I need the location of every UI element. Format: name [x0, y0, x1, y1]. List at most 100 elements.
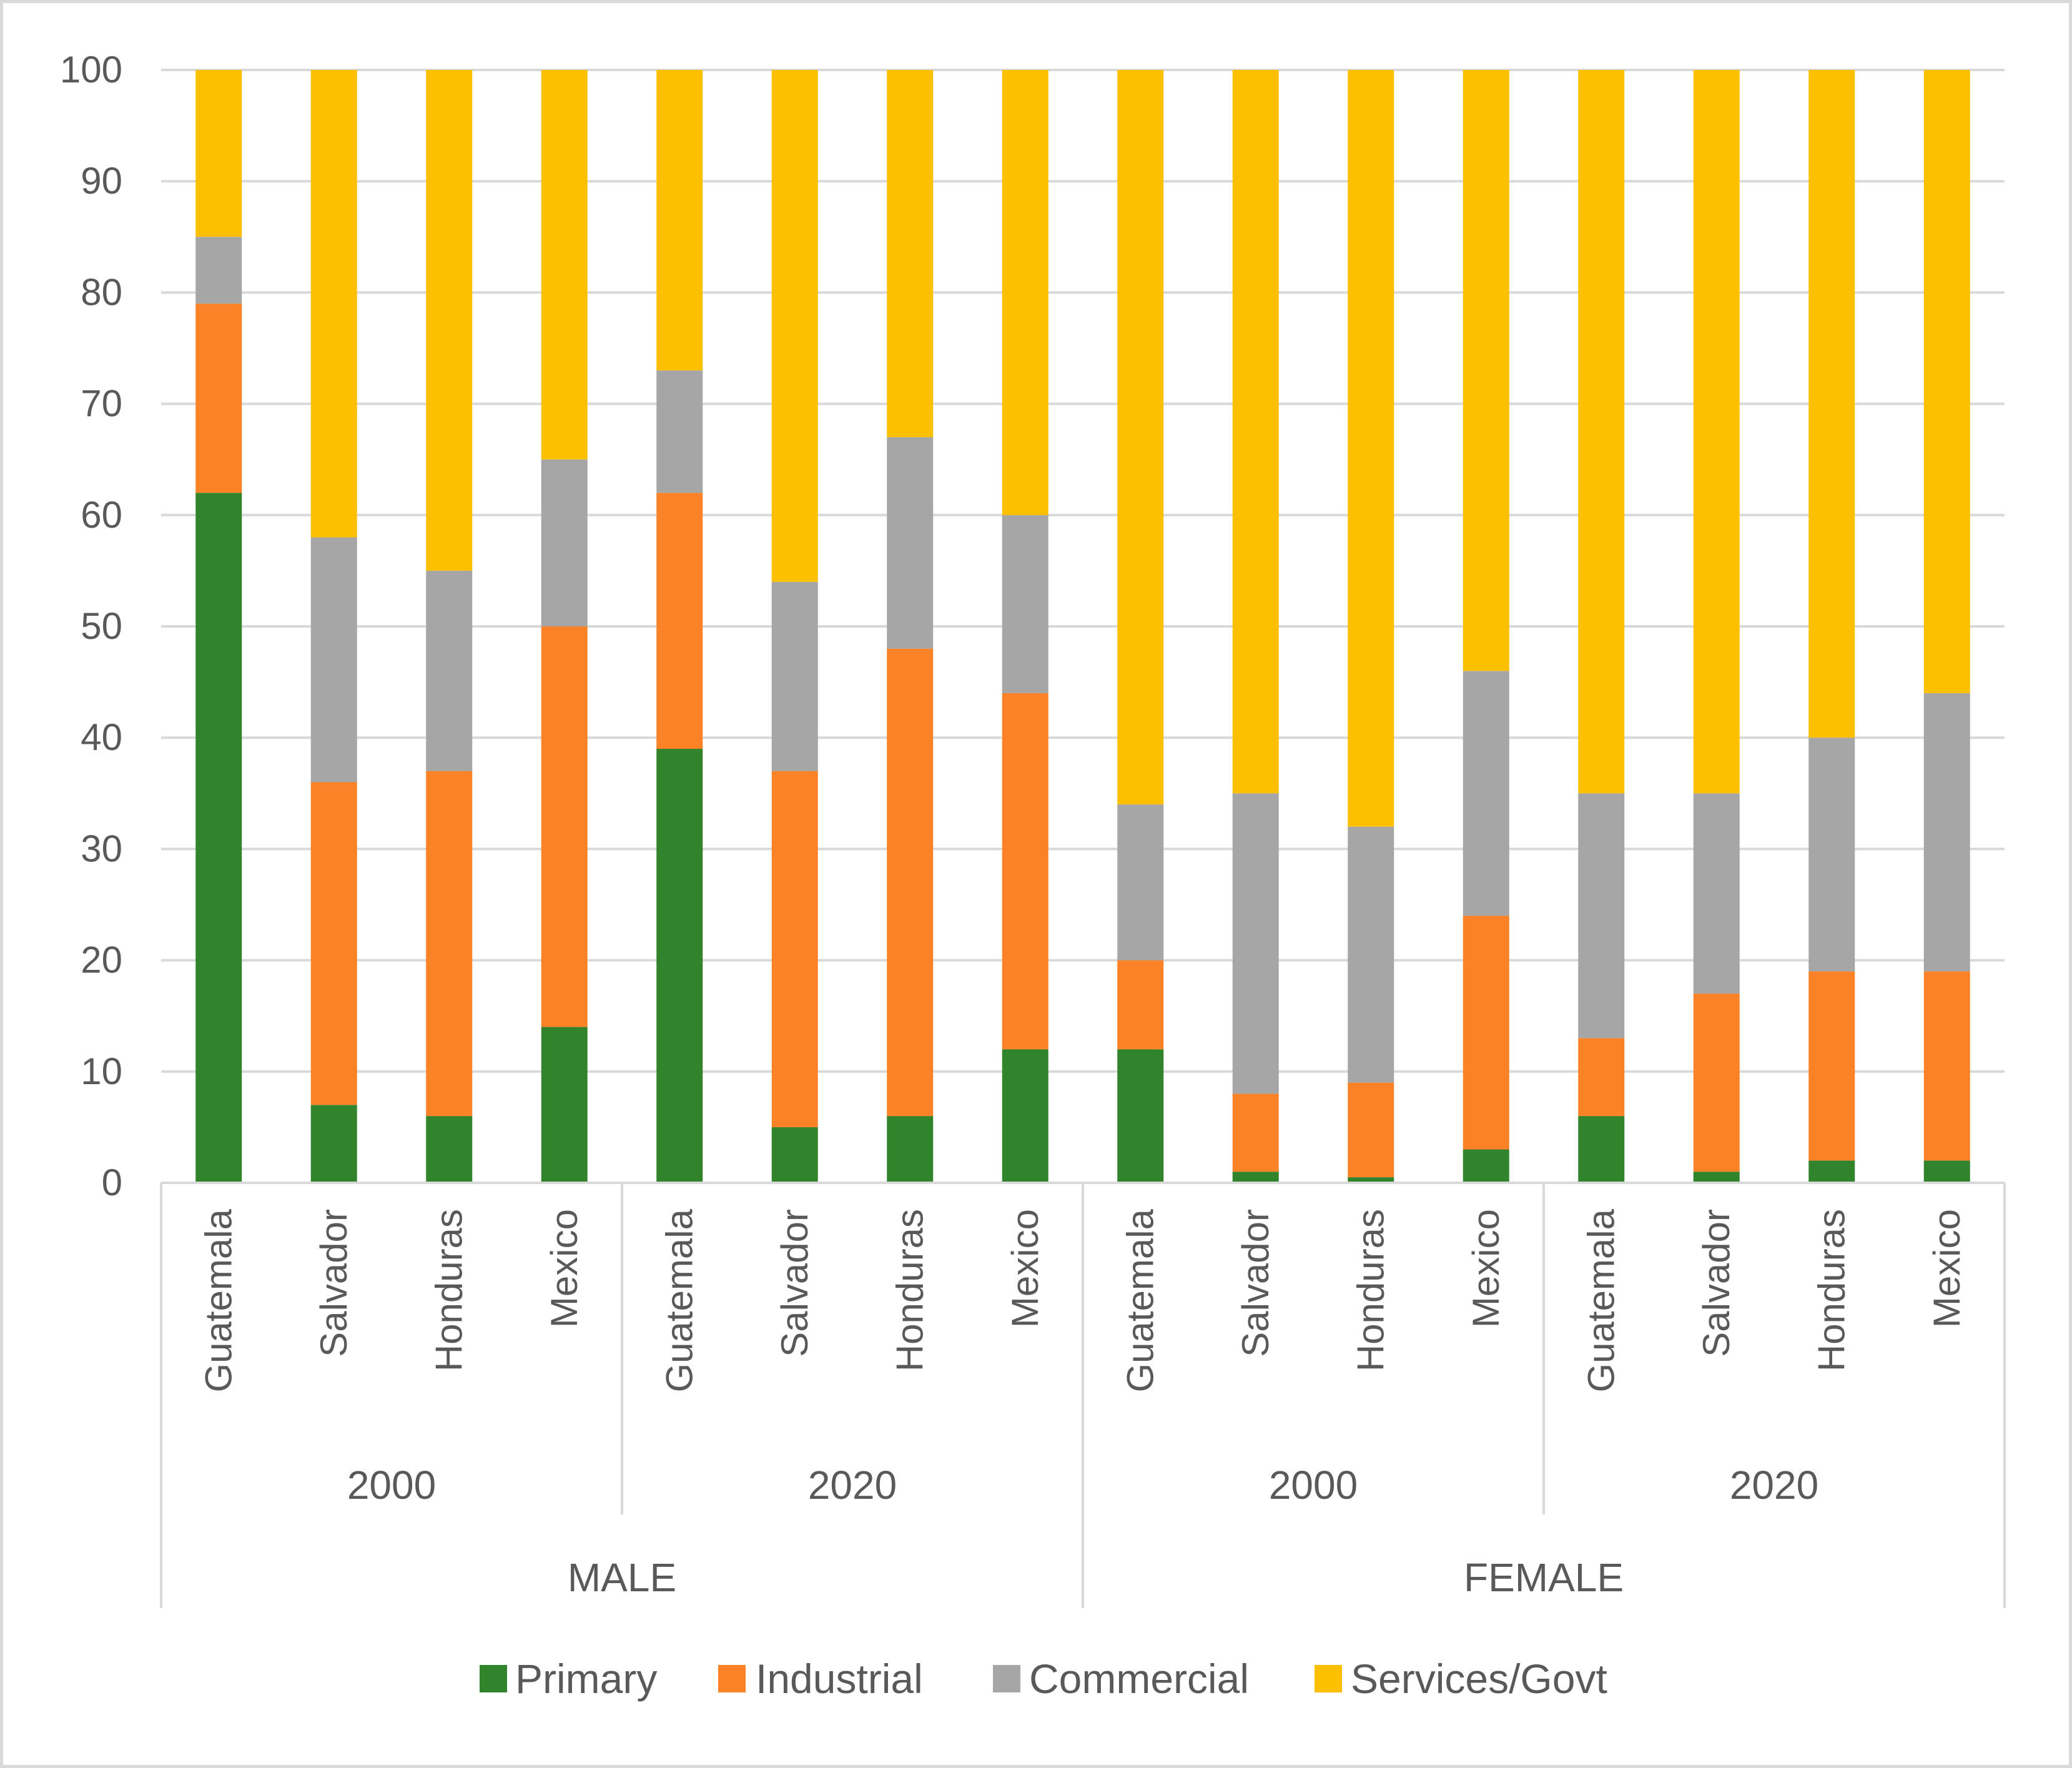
bar-services-govt-3	[541, 70, 588, 460]
year-label: 2000	[347, 1463, 436, 1508]
bar-commercial-0	[195, 237, 242, 304]
bar-primary-12	[1578, 1116, 1625, 1183]
bar-industrial-14	[1808, 971, 1855, 1161]
category-label: Mexico	[1465, 1209, 1507, 1328]
bar-primary-5	[771, 1127, 818, 1183]
legend-swatch-industrial	[718, 1665, 746, 1692]
bar-primary-2	[426, 1116, 473, 1183]
bar-industrial-4	[656, 493, 703, 749]
bar-services-govt-8	[1117, 70, 1164, 805]
bar-industrial-8	[1117, 960, 1164, 1050]
bar-industrial-2	[426, 771, 473, 1117]
bar-services-govt-10	[1348, 70, 1394, 827]
category-label: Mexico	[1004, 1209, 1046, 1328]
bar-commercial-3	[541, 459, 588, 626]
category-label: Mexico	[1926, 1209, 1968, 1328]
bar-industrial-15	[1923, 971, 1970, 1161]
bars	[195, 70, 1970, 1183]
category-label: Salvador	[1235, 1209, 1276, 1357]
category-label: Guatemala	[1580, 1208, 1622, 1392]
legend-swatch-services-govt	[1315, 1665, 1342, 1692]
bar-commercial-9	[1232, 793, 1279, 1094]
legend-swatch-commercial	[993, 1665, 1020, 1692]
bar-industrial-6	[887, 648, 934, 1117]
y-tick-label: 50	[81, 605, 122, 647]
bar-primary-6	[887, 1116, 934, 1183]
y-axis: 0 10 20 30 40 50 60 70 80 90 100	[60, 49, 122, 1203]
bar-primary-9	[1232, 1172, 1279, 1183]
bar-services-govt-13	[1693, 70, 1740, 794]
year-label: 2000	[1269, 1463, 1358, 1508]
bar-industrial-11	[1463, 916, 1509, 1150]
bar-services-govt-9	[1232, 70, 1279, 794]
category-label: Guatemala	[658, 1208, 700, 1392]
y-tick-label: 100	[60, 49, 122, 91]
y-tick-label: 20	[81, 939, 122, 981]
bar-primary-14	[1808, 1160, 1855, 1183]
bar-industrial-5	[771, 771, 818, 1127]
legend-label-commercial: Commercial	[1029, 1656, 1249, 1702]
y-tick-label: 30	[81, 827, 122, 869]
bar-services-govt-0	[195, 70, 242, 237]
y-tick-label: 70	[81, 383, 122, 425]
bar-services-govt-1	[310, 70, 357, 538]
y-tick-label: 60	[81, 494, 122, 536]
legend-label-industrial: Industrial	[756, 1656, 923, 1702]
bar-services-govt-5	[771, 70, 818, 582]
legend-label-primary: Primary	[515, 1656, 657, 1702]
bar-industrial-7	[1002, 693, 1048, 1050]
gender-label: FEMALE	[1464, 1555, 1624, 1600]
bar-commercial-1	[310, 537, 357, 783]
bar-industrial-0	[195, 304, 242, 493]
bar-industrial-10	[1348, 1082, 1394, 1178]
y-tick-label: 10	[81, 1050, 122, 1092]
bar-primary-0	[195, 493, 242, 1183]
bar-commercial-5	[771, 581, 818, 771]
bar-commercial-13	[1693, 793, 1740, 994]
bar-primary-7	[1002, 1049, 1048, 1183]
legend-swatch-primary	[480, 1665, 507, 1692]
category-label: Salvador	[774, 1209, 816, 1357]
bar-commercial-12	[1578, 793, 1625, 1039]
bar-primary-15	[1923, 1160, 1970, 1183]
category-label: Guatemala	[197, 1208, 239, 1392]
bar-services-govt-4	[656, 70, 703, 371]
bar-primary-1	[310, 1105, 357, 1183]
category-label: Guatemala	[1119, 1208, 1161, 1392]
category-label: Salvador	[1695, 1209, 1737, 1357]
bar-primary-3	[541, 1027, 588, 1183]
year-label: 2020	[1730, 1463, 1818, 1508]
y-tick-label: 80	[81, 271, 122, 313]
category-label: Mexico	[543, 1209, 585, 1328]
bar-commercial-14	[1808, 738, 1855, 972]
year-label: 2020	[808, 1463, 897, 1508]
bar-industrial-3	[541, 626, 588, 1027]
bar-commercial-10	[1348, 826, 1394, 1083]
bar-commercial-2	[426, 570, 473, 771]
bar-primary-13	[1693, 1172, 1740, 1183]
bar-commercial-11	[1463, 671, 1509, 916]
bar-commercial-4	[656, 370, 703, 493]
bar-commercial-7	[1002, 515, 1048, 693]
bar-primary-4	[656, 749, 703, 1183]
legend: Primary Industrial Commercial Services/Govt	[480, 1656, 1607, 1702]
y-tick-label: 40	[81, 716, 122, 758]
bar-primary-10	[1348, 1177, 1394, 1183]
bar-services-govt-12	[1578, 70, 1625, 794]
bar-services-govt-11	[1463, 70, 1509, 671]
bar-commercial-8	[1117, 804, 1164, 961]
bar-services-govt-7	[1002, 70, 1048, 515]
bar-industrial-1	[310, 782, 357, 1105]
bar-commercial-6	[887, 437, 934, 649]
bar-services-govt-14	[1808, 70, 1855, 738]
legend-label-services-govt: Services/Govt	[1351, 1656, 1607, 1702]
bar-commercial-15	[1923, 693, 1970, 972]
category-label: Honduras	[1349, 1209, 1391, 1371]
bar-services-govt-2	[426, 70, 473, 571]
bar-industrial-9	[1232, 1094, 1279, 1172]
bar-services-govt-6	[887, 70, 934, 438]
category-label: Honduras	[428, 1209, 470, 1371]
bar-primary-11	[1463, 1149, 1509, 1183]
category-label: Salvador	[313, 1209, 355, 1357]
